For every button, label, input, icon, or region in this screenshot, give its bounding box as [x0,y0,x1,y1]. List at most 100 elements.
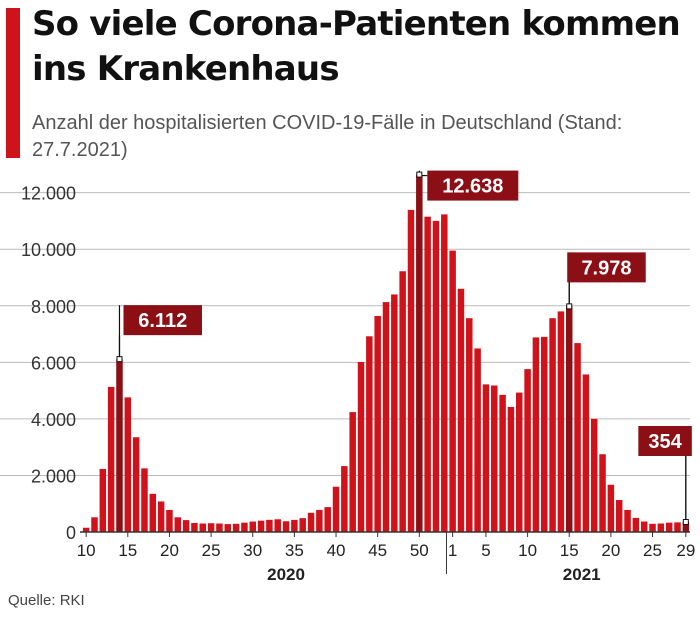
bar [341,466,348,532]
bar [224,524,232,532]
bar [649,523,656,532]
bar [457,288,465,532]
bar [424,216,431,532]
bar [149,493,157,532]
x-tick-label: 20 [601,541,620,560]
callout-label: 6.112 [138,310,187,332]
callout-marker [682,518,689,525]
bar [374,315,381,532]
callout-label: 354 [648,431,682,453]
y-tick-label: 8.000 [31,297,76,317]
bar [499,394,506,532]
bar [307,512,315,532]
bar [632,517,640,532]
x-tick-label: 50 [410,541,429,560]
callout-box [123,305,202,336]
bar [132,437,140,532]
source-note: Quelle: RKI [8,592,85,609]
bar [349,412,356,532]
bar [257,520,265,532]
bar [682,521,690,532]
bar [466,318,473,532]
bar [249,521,256,532]
bar [357,362,365,532]
bar [107,386,115,532]
bar [391,294,398,532]
year-label-2020: 2020 [267,565,305,584]
bar [82,527,90,532]
bar [640,521,648,532]
x-tick-label: 15 [118,541,137,560]
bar [524,369,531,532]
y-tick-label: 6.000 [31,353,76,373]
x-tick-label: 10 [518,541,537,560]
x-tick-label: 25 [202,541,221,560]
bar [291,519,298,532]
bar [557,311,565,532]
y-tick-label: 0 [66,523,76,543]
x-tick-label: 30 [243,541,262,560]
x-tick-label: 25 [643,541,662,560]
bar [282,521,290,532]
bar [366,336,373,532]
x-tick-label: 29 [676,541,695,560]
bar [299,518,306,532]
bar [482,384,490,532]
callout-marker [416,171,423,178]
bar [182,520,190,532]
bar [316,509,323,532]
bar [565,306,573,532]
bar [532,337,540,532]
bar [615,500,623,532]
bar [665,522,673,532]
bar [157,501,165,532]
y-tick-label: 4.000 [31,410,76,430]
bar [416,174,423,533]
bar [266,519,273,532]
bar [407,209,415,532]
x-tick-label: 45 [368,541,387,560]
bar [191,522,198,532]
chart-subtitle: Anzahl der hospitalisierten COVID-19-Fäl… [32,112,623,161]
bar [199,523,207,532]
x-tick-label: 35 [285,541,304,560]
bar [491,385,498,532]
year-label-2021: 2021 [563,565,601,584]
bar [141,468,148,532]
callout-marker [566,303,573,310]
callout-box [427,170,519,201]
bar [574,343,581,532]
callout-box [567,252,646,283]
bar [382,302,390,532]
bar [607,484,615,532]
bar [516,392,523,532]
bar [474,348,481,532]
bar [91,517,98,532]
accent-bar [6,8,20,158]
bar [657,523,665,532]
y-tick-label: 2.000 [31,466,76,486]
bar [274,519,281,532]
bar [441,214,448,533]
bar [207,523,215,532]
bar [216,523,223,532]
bar [624,509,631,532]
bar [124,397,132,532]
callout-marker [116,356,123,363]
bar [507,406,515,532]
bar [599,454,606,532]
bar [99,468,107,532]
bar [241,522,248,532]
bar [232,523,240,532]
x-tick-label: 1 [448,541,457,560]
x-tick-label: 20 [160,541,179,560]
callout-box [638,425,692,456]
bar [540,336,548,532]
bar [332,486,340,532]
bar [549,318,556,532]
bar [399,271,406,532]
y-tick-label: 12.000 [21,184,76,204]
bar [166,509,173,532]
y-tick-label: 10.000 [21,240,76,260]
